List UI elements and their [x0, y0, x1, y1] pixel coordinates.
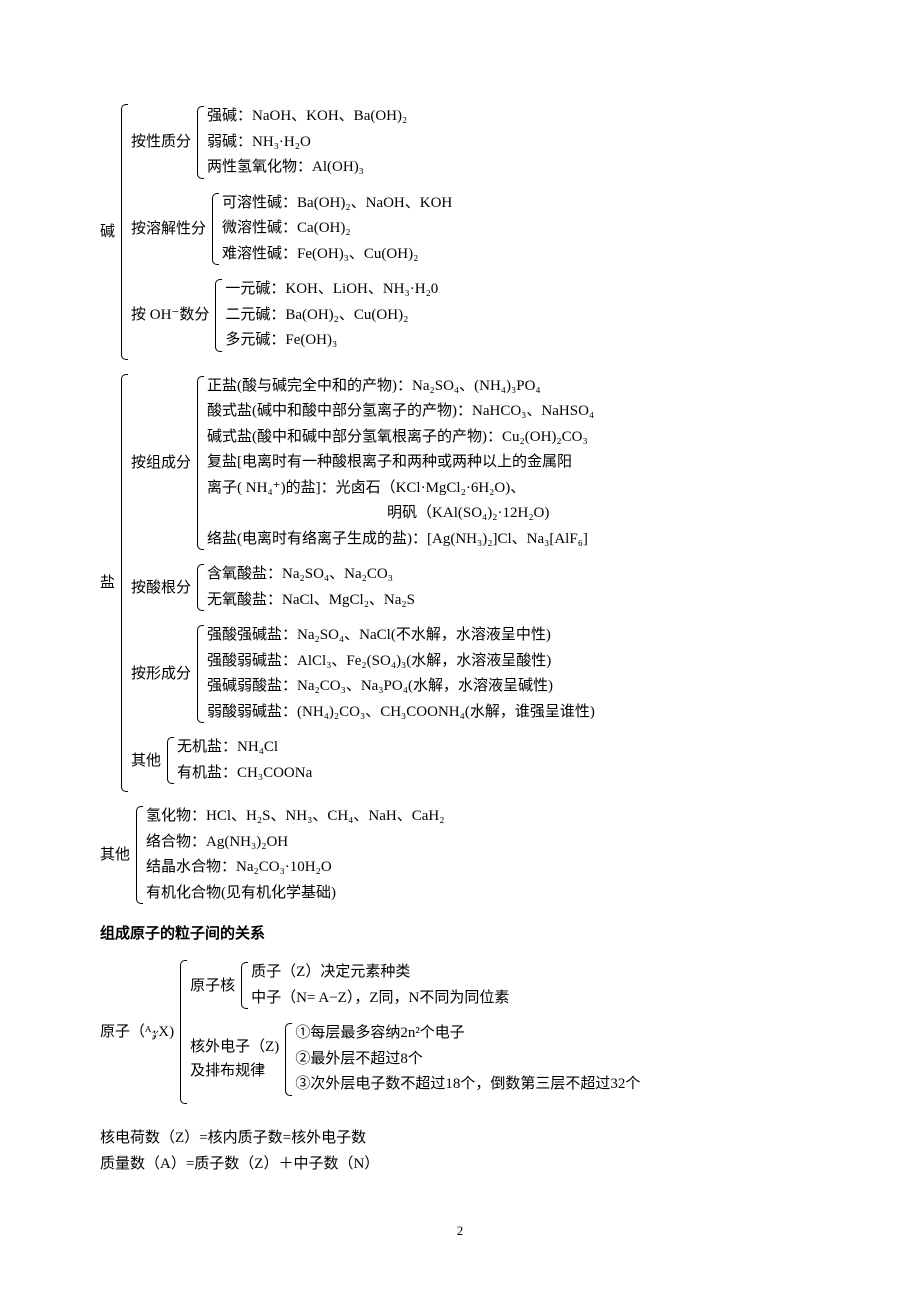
leaf: 氢化物：HCl、H₂S、NH₃、CH₄、NaH、CaH₂	[146, 804, 444, 830]
salt-other-label: 其他	[131, 749, 163, 773]
leaf: 弱碱：NH₃·H₂O	[207, 130, 407, 156]
salt-other: 其他 无机盐：NH₄Cl 有机盐：CH₃COONa	[131, 733, 595, 788]
leaf: 含氧酸盐：Na₂SO₄、Na₂CO₃	[207, 562, 415, 588]
equation-1: 核电荷数（Z）=核内质子数=核外电子数	[100, 1126, 850, 1150]
atom-tree: 原子（ᴬ𝓏X) 原子核 质子（Z）决定元素种类 中子（N= A−Z），Z同，N不…	[100, 956, 850, 1108]
leaf: 中子（N= A−Z），Z同，N不同为同位素	[251, 986, 509, 1012]
base-by-solubility: 按溶解性分 可溶性碱：Ba(OH)₂、NaOH、KOH 微溶性碱：Ca(OH)₂…	[131, 189, 452, 270]
salt-brace: 按组成分 正盐(酸与碱完全中和的产物)：Na₂SO₄、(NH₄)₃PO₄ 酸式盐…	[117, 370, 595, 797]
leaf: 多元碱：Fe(OH)₃	[225, 328, 438, 354]
leaf: 微溶性碱：Ca(OH)₂	[222, 216, 452, 242]
leaf: 正盐(酸与碱完全中和的产物)：Na₂SO₄、(NH₄)₃PO₄	[207, 374, 594, 400]
leaf: 可溶性碱：Ba(OH)₂、NaOH、KOH	[222, 191, 452, 217]
base-tree: 碱 按性质分 强碱：NaOH、KOH、Ba(OH)₂ 弱碱：NH₃·H₂O 两性…	[100, 100, 850, 364]
leaf: 两性氢氧化物：Al(OH)₃	[207, 155, 407, 181]
base-label: 碱	[100, 220, 117, 244]
leaf: 强酸强碱盐：Na₂SO₄、NaCl(不水解，水溶液呈中性)	[207, 623, 595, 649]
leaf: 酸式盐(碱中和酸中部分氢离子的产物)：NaHCO₃、NaHSO₄	[207, 399, 594, 425]
leaf: 有机盐：CH₃COONa	[177, 761, 312, 787]
other-tree: 其他 氢化物：HCl、H₂S、NH₃、CH₄、NaH、CaH₂ 络合物：Ag(N…	[100, 802, 850, 908]
base-by-property: 按性质分 强碱：NaOH、KOH、Ba(OH)₂ 弱碱：NH₃·H₂O 两性氢氧…	[131, 102, 452, 183]
atom-electron: 核外电子（Z) 及排布规律 ①每层最多容纳2n²个电子 ②最外层不超过8个 ③次…	[190, 1019, 640, 1100]
leaf: ②最外层不超过8个	[295, 1047, 640, 1073]
leaf: 络盐(电离时有络离子生成的盐)：[Ag(NH₃)₂]Cl、Na₃[AlF₆]	[207, 527, 594, 553]
atom-label: 原子（ᴬ𝓏X)	[100, 1020, 176, 1044]
electron-label: 核外电子（Z) 及排布规律	[190, 1035, 281, 1083]
salt-by-composition: 按组成分 正盐(酸与碱完全中和的产物)：Na₂SO₄、(NH₄)₃PO₄ 酸式盐…	[131, 372, 595, 555]
leaf: 无机盐：NH₄Cl	[177, 735, 312, 761]
leaf: 无氧酸盐：NaCl、MgCl₂、Na₂S	[207, 588, 415, 614]
leaf: 二元碱：Ba(OH)₂、Cu(OH)₂	[225, 303, 438, 329]
leaf: 质子（Z）决定元素种类	[251, 960, 509, 986]
leaf: 难溶性碱：Fe(OH)₃、Cu(OH)₂	[222, 242, 452, 268]
leaf: 明矾（KAl(SO₄)₂·12H₂O)	[207, 501, 594, 527]
nucleus-label: 原子核	[190, 974, 237, 998]
leaf: 一元碱：KOH、LiOH、NH₃·H₂0	[225, 277, 438, 303]
other-label: 其他	[100, 843, 132, 867]
leaf: 强碱：NaOH、KOH、Ba(OH)₂	[207, 104, 407, 130]
base-brace: 按性质分 强碱：NaOH、KOH、Ba(OH)₂ 弱碱：NH₃·H₂O 两性氢氧…	[117, 100, 452, 364]
salt-label: 盐	[100, 571, 117, 595]
page-number: 2	[457, 1221, 464, 1242]
by-formation-label: 按形成分	[131, 662, 193, 686]
leaf: 络合物：Ag(NH₃)₂OH	[146, 830, 444, 856]
by-property-label: 按性质分	[131, 130, 193, 154]
leaf: 弱酸弱碱盐：(NH₄)₂CO₃、CH₃COONH₄(水解，谁强呈谁性)	[207, 700, 595, 726]
leaf: ③次外层电子数不超过18个，倒数第三层不超过32个	[295, 1072, 640, 1098]
leaf: 离子( NH₄⁺)的盐]：光卤石（KCl·MgCl₂·6H₂O)、	[207, 476, 594, 502]
by-solubility-label: 按溶解性分	[131, 217, 208, 241]
by-composition-label: 按组成分	[131, 451, 193, 475]
other-brace: 氢化物：HCl、H₂S、NH₃、CH₄、NaH、CaH₂ 络合物：Ag(NH₃)…	[132, 802, 444, 908]
leaf: 结晶水合物：Na₂CO₃·10H₂O	[146, 855, 444, 881]
leaf: 强酸弱碱盐：AlCl₃、Fe₂(SO₄)₃(水解，水溶液呈酸性)	[207, 649, 595, 675]
by-oh-label: 按 OH⁻数分	[131, 303, 211, 327]
salt-by-acid-radical: 按酸根分 含氧酸盐：Na₂SO₄、Na₂CO₃ 无氧酸盐：NaCl、MgCl₂、…	[131, 560, 595, 615]
leaf: 强碱弱酸盐：Na₂CO₃、Na₃PO₄(水解，水溶液呈碱性)	[207, 674, 595, 700]
leaf: 有机化合物(见有机化学基础)	[146, 881, 444, 907]
electron-label-2: 及排布规律	[190, 1063, 265, 1079]
leaf: 复盐[电离时有一种酸根离子和两种或两种以上的金属阳	[207, 450, 594, 476]
base-by-oh: 按 OH⁻数分 一元碱：KOH、LiOH、NH₃·H₂0 二元碱：Ba(OH)₂…	[131, 275, 452, 356]
by-acid-radical-label: 按酸根分	[131, 576, 193, 600]
atom-nucleus: 原子核 质子（Z）决定元素种类 中子（N= A−Z），Z同，N不同为同位素	[190, 958, 640, 1013]
salt-tree: 盐 按组成分 正盐(酸与碱完全中和的产物)：Na₂SO₄、(NH₄)₃PO₄ 酸…	[100, 370, 850, 797]
electron-label-1: 核外电子（Z)	[190, 1039, 279, 1055]
atom-brace: 原子核 质子（Z）决定元素种类 中子（N= A−Z），Z同，N不同为同位素 核外…	[176, 956, 640, 1108]
atom-section-title: 组成原子的粒子间的关系	[100, 922, 850, 946]
leaf: 碱式盐(酸中和碱中部分氢氧根离子的产物)：Cu₂(OH)₂CO₃	[207, 425, 594, 451]
equation-2: 质量数（A）=质子数（Z）＋中子数（N）	[100, 1152, 850, 1176]
salt-by-formation: 按形成分 强酸强碱盐：Na₂SO₄、NaCl(不水解，水溶液呈中性) 强酸弱碱盐…	[131, 621, 595, 727]
leaf: ①每层最多容纳2n²个电子	[295, 1021, 640, 1047]
